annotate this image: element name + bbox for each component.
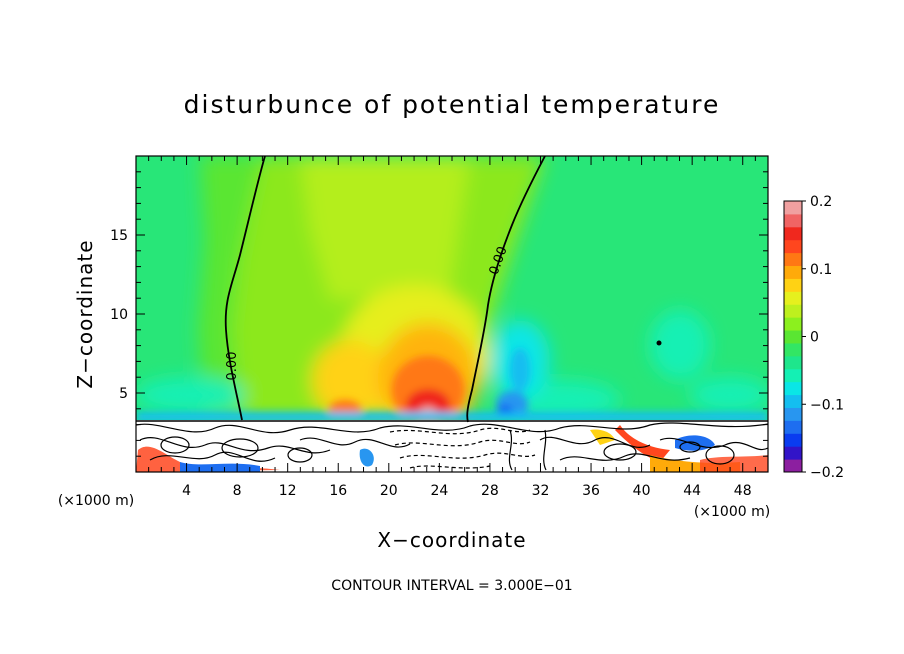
colorbar-swatch <box>784 252 802 267</box>
field-sharp-regions <box>136 348 768 424</box>
colorbar-tick-label: 0.2 <box>810 194 832 210</box>
heatmap-field <box>136 156 768 472</box>
colorbar-swatch <box>784 355 802 370</box>
x-tick-label: 28 <box>481 483 499 499</box>
region-gold-left <box>312 340 388 420</box>
y-axis-label: Z−coordinate <box>73 239 97 388</box>
colorbar-swatch <box>784 433 802 447</box>
colorbar-swatch <box>784 459 802 473</box>
contour-interval-note: CONTOUR INTERVAL = 3.000E−01 <box>331 578 572 594</box>
y-tick-label: 5 <box>119 386 128 402</box>
colorbar-ticks: 0.2 0.1 0 −0.1 −0.2 <box>802 194 844 481</box>
x-tick-label: 36 <box>582 483 600 499</box>
colorbar-swatch <box>784 265 802 279</box>
zero-contour-right <box>466 156 546 423</box>
x-axis: 4 8 12 16 20 24 28 32 36 40 44 48 <box>148 156 756 499</box>
y-axis: 5 10 15 <box>110 171 768 457</box>
x-tick-label: 16 <box>329 483 347 499</box>
x-unit-left: (×1000 m) <box>58 493 134 509</box>
colorbar-swatch <box>784 226 802 241</box>
region-cyan-far-right <box>690 377 768 413</box>
colorbar-swatch <box>784 201 802 215</box>
colorbar-swatch <box>784 446 802 460</box>
x-tick-label: 12 <box>279 483 297 499</box>
colorbar-swatch <box>784 342 802 357</box>
colorbar-swatch <box>784 330 802 344</box>
region-cyan-left <box>136 377 245 413</box>
x-tick-label: 44 <box>683 483 701 499</box>
colorbar-tick-label: 0 <box>810 330 819 346</box>
colorbar-swatch <box>784 278 802 292</box>
colorbar-swatch <box>784 368 802 383</box>
colorbar <box>783 200 803 473</box>
region-light-blue <box>510 348 530 392</box>
x-tick-label: 8 <box>233 483 242 499</box>
turbulent-contours <box>136 422 768 471</box>
x-tick-label: 4 <box>182 483 191 499</box>
colorbar-swatch <box>784 317 802 331</box>
colorbar-tick-label: −0.2 <box>810 465 844 481</box>
colorbar-swatch <box>784 420 802 434</box>
colorbar-tick-label: 0.1 <box>810 262 832 278</box>
y-tick-label: 15 <box>110 228 128 244</box>
zero-contours <box>136 156 768 423</box>
colorbar-swatch <box>784 394 802 408</box>
x-unit-right: (×1000 m) <box>694 504 770 520</box>
small-contour-dot <box>656 340 662 346</box>
contour-label-left: 0.00 <box>225 352 240 381</box>
x-axis-label: X−coordinate <box>377 528 526 552</box>
x-tick-label: 48 <box>734 483 752 499</box>
colorbar-swatch <box>784 407 802 421</box>
region-yellow-green-light <box>300 156 470 300</box>
colorbar-swatch <box>784 304 802 318</box>
colorbar-swatch <box>784 239 802 254</box>
zero-contour-left <box>224 156 266 421</box>
x-tick-label: 24 <box>430 483 448 499</box>
x-tick-label: 40 <box>633 483 651 499</box>
y-tick-label: 10 <box>110 307 128 323</box>
colorbar-tick-label: −0.1 <box>810 397 844 413</box>
boundary-band <box>136 412 768 422</box>
x-tick-label: 32 <box>532 483 550 499</box>
chart-title: disturbunce of potential temperature <box>184 90 721 119</box>
region-cyan-right <box>650 310 710 380</box>
turbulent-dashed-contours <box>389 427 536 469</box>
colorbar-swatch <box>784 213 802 228</box>
colorbar-swatch <box>784 291 802 305</box>
colorbar-swatch <box>784 381 802 396</box>
x-tick-label: 20 <box>380 483 398 499</box>
